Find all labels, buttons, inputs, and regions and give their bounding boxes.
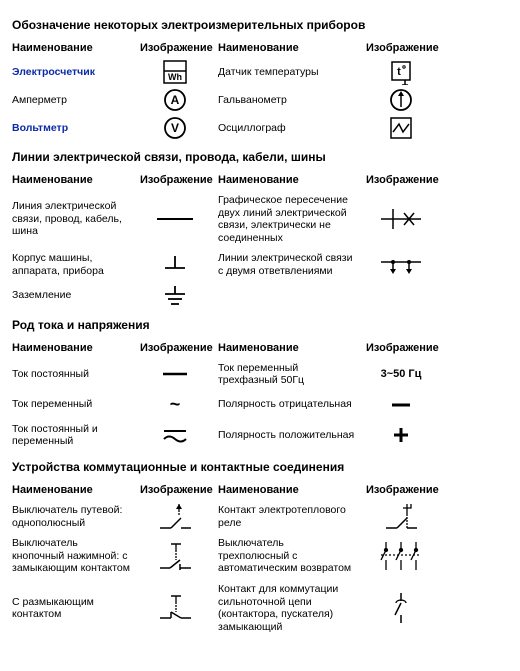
s4-h0: Наименование — [12, 480, 132, 500]
s2-r1-r: Линии электрической связи с двумя ответв… — [218, 248, 358, 281]
three-pole-switch-icon — [366, 542, 436, 570]
s3-r0-l: Ток постоянный — [12, 364, 132, 385]
s2-h1: Изображение — [140, 170, 210, 190]
s3-h2: Наименование — [218, 338, 358, 358]
s4-r1-r: Выключатель трехполюсный с автоматически… — [218, 533, 358, 579]
s2-r0-l: Линия электрической связи, провод, кабел… — [12, 196, 132, 242]
s4-r0-l: Выключатель путевой: однополюсный — [12, 500, 132, 533]
svg-text:V: V — [171, 121, 179, 135]
s3-r1-r: Полярность отрицательная — [218, 394, 358, 415]
s3-h0: Наименование — [12, 338, 132, 358]
three-phase-text: 3~50 Гц — [366, 360, 436, 388]
s1-r2-l: Вольтметр — [12, 118, 132, 139]
s1-h2: Наименование — [218, 38, 358, 58]
minus-icon — [366, 391, 436, 419]
s3-h3: Изображение — [366, 338, 436, 358]
section4-title: Устройства коммутационные и контактные с… — [12, 460, 508, 474]
s1-h1: Изображение — [140, 38, 210, 58]
plus-icon — [366, 421, 436, 449]
s3-h1: Изображение — [140, 338, 210, 358]
s4-h1: Изображение — [140, 480, 210, 500]
s3-r2-r: Полярность положительная — [218, 425, 358, 446]
ammeter-icon: A — [140, 86, 210, 114]
section1-grid: Наименование Изображение Наименование Из… — [12, 38, 508, 142]
s2-h3: Изображение — [366, 170, 436, 190]
dc-icon — [140, 360, 210, 388]
s1-r2-r: Осциллограф — [218, 118, 358, 139]
section1-title: Обозначение некоторых электроизмерительн… — [12, 18, 508, 32]
temp-sensor-icon: t — [366, 58, 436, 86]
s2-h2: Наименование — [218, 170, 358, 190]
oscilloscope-icon — [366, 114, 436, 142]
s1-h3: Изображение — [366, 38, 436, 58]
s1-h0: Наименование — [12, 38, 132, 58]
s2-r0-r: Графическое пересечение двух линий элект… — [218, 190, 358, 248]
s3-r0-r: Ток переменный трехфазный 50Гц — [218, 358, 358, 391]
s1-r1-l: Амперметр — [12, 90, 132, 111]
s4-h3: Изображение — [366, 480, 436, 500]
s4-r0-r: Контакт электротеплового реле — [218, 500, 358, 533]
s1-r1-r: Гальванометр — [218, 90, 358, 111]
galvanometer-icon — [366, 86, 436, 114]
ac-icon: ~ — [140, 391, 210, 419]
s3-r1-l: Ток переменный — [12, 394, 132, 415]
pushbutton-nc-icon — [140, 594, 210, 622]
contactor-no-icon — [366, 594, 436, 622]
crossing-icon — [366, 205, 436, 233]
section4-grid: Наименование Изображение Наименование Из… — [12, 480, 508, 637]
chassis-icon — [140, 251, 210, 279]
s2-r2-r — [218, 292, 358, 300]
s2-r2-rsym — [366, 282, 436, 310]
limit-switch-icon — [140, 503, 210, 531]
s3-r2-l: Ток постоянный и переменный — [12, 419, 132, 452]
svg-text:t: t — [397, 66, 401, 78]
thermal-relay-contact-icon — [366, 503, 436, 531]
s4-r1-l: Выключатель кнопочный нажимной: с замыка… — [12, 533, 132, 579]
s4-r2-l: С размыкающим контактом — [12, 592, 132, 625]
dc-ac-icon — [140, 421, 210, 449]
pushbutton-no-icon — [140, 542, 210, 570]
s1-r0-r: Датчик температуры — [218, 62, 358, 83]
svg-text:Wh: Wh — [168, 72, 182, 82]
section3-grid: Наименование Изображение Наименование Из… — [12, 338, 508, 452]
s4-r2-r: Контакт для коммутации сильноточной цепи… — [218, 579, 358, 637]
svg-text:A: A — [171, 93, 180, 107]
s2-h0: Наименование — [12, 170, 132, 190]
s1-r0-l: Электросчетчик — [12, 62, 132, 83]
ground-icon — [140, 282, 210, 310]
s2-r1-l: Корпус машины, аппарата, прибора — [12, 248, 132, 281]
s2-r2-l: Заземление — [12, 285, 132, 306]
voltmeter-icon: V — [140, 114, 210, 142]
section3-title: Род тока и напряжения — [12, 318, 508, 332]
wh-meter-icon: Wh — [140, 58, 210, 86]
s4-h2: Наименование — [218, 480, 358, 500]
section2-grid: Наименование Изображение Наименование Из… — [12, 170, 508, 310]
branches-icon — [366, 251, 436, 279]
section2-title: Линии электрической связи, провода, кабе… — [12, 150, 508, 164]
line-icon — [140, 205, 210, 233]
